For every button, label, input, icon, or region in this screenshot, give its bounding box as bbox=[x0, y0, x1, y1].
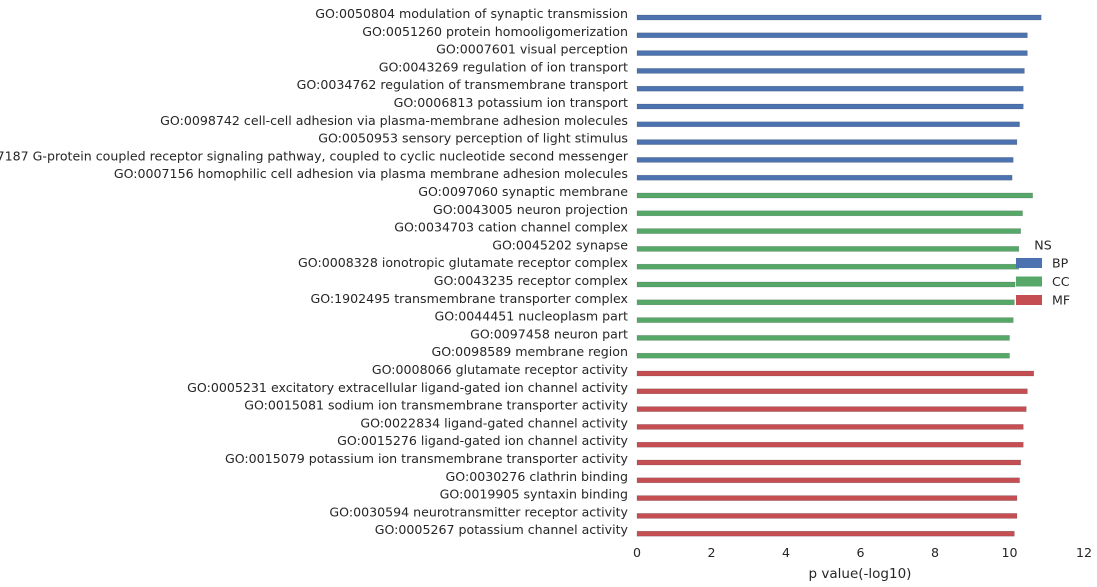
category-label: GO:0015079 potassium ion transmembrane t… bbox=[225, 451, 629, 466]
x-tick-label: 12 bbox=[1076, 545, 1092, 560]
bar-cc bbox=[636, 263, 1020, 270]
category-label: GO:0007601 visual perception bbox=[436, 42, 628, 57]
legend-swatch-cc bbox=[1016, 276, 1042, 287]
category-label: GO:0007156 homophilic cell adhesion via … bbox=[114, 166, 628, 181]
bar-bp bbox=[636, 103, 1024, 110]
bar-cc bbox=[636, 228, 1021, 234]
x-tick-label: 6 bbox=[856, 545, 864, 560]
x-tick-label: 8 bbox=[931, 545, 939, 560]
category-label: GO:0034762 regulation of transmembrane t… bbox=[297, 77, 628, 92]
bar-cc bbox=[636, 335, 1010, 341]
category-labels: GO:0050804 modulation of synaptic transm… bbox=[0, 6, 629, 537]
bar-mf bbox=[636, 388, 1028, 395]
bar-cc bbox=[636, 299, 1015, 306]
category-label: GO:0007187 G-protein coupled receptor si… bbox=[0, 148, 629, 163]
x-axis-ticks: 0 2 4 6 8 10 12 bbox=[633, 545, 1092, 560]
bar-bp bbox=[636, 85, 1024, 92]
x-tick-label: 10 bbox=[1001, 545, 1017, 560]
bar-mf bbox=[636, 370, 1034, 377]
category-label: GO:0050953 sensory perception of light s… bbox=[318, 131, 628, 146]
category-label: GO:0098589 membrane region bbox=[431, 344, 628, 359]
x-axis-label: p value(-log10) bbox=[809, 566, 912, 582]
category-label: GO:0043235 receptor complex bbox=[434, 273, 629, 288]
category-label: GO:0051260 protein homooligomerization bbox=[362, 24, 628, 39]
bar-cc bbox=[636, 281, 1016, 288]
bar-cc bbox=[636, 317, 1014, 323]
bar-cc bbox=[636, 352, 1010, 359]
bar-cc bbox=[636, 210, 1023, 217]
x-tick-label: 2 bbox=[707, 545, 715, 560]
category-label: GO:0022834 ligand-gated channel activity bbox=[360, 415, 628, 430]
bar-bp bbox=[636, 50, 1028, 56]
category-label: GO:0030276 clathrin binding bbox=[446, 469, 628, 484]
category-label: GO:0030594 neurotransmitter receptor act… bbox=[329, 504, 628, 519]
bar-bp bbox=[636, 14, 1042, 21]
bar-mf bbox=[636, 441, 1024, 448]
category-label: GO:0097060 synaptic membrane bbox=[418, 184, 628, 199]
legend-label-mf: MF bbox=[1052, 293, 1070, 308]
category-label: GO:0005267 potassium channel activity bbox=[375, 522, 629, 537]
bar-mf bbox=[636, 513, 1018, 519]
category-label: GO:0015081 sodium ion transmembrane tran… bbox=[244, 398, 628, 413]
legend-label-cc: CC bbox=[1052, 274, 1070, 289]
bar-bp bbox=[636, 121, 1020, 128]
bar-cc bbox=[636, 192, 1033, 199]
category-label: GO:0006813 potassium ion transport bbox=[394, 95, 628, 110]
bar-bp bbox=[636, 32, 1028, 39]
bar-bp bbox=[636, 139, 1018, 145]
bar-mf bbox=[636, 530, 1015, 537]
category-label: GO:0005231 excitatory extracellular liga… bbox=[187, 380, 628, 395]
category-label: GO:0098742 cell-cell adhesion via plasma… bbox=[160, 113, 628, 128]
bar-mf bbox=[636, 477, 1020, 484]
bar-bp bbox=[636, 68, 1025, 74]
bar-mf bbox=[636, 495, 1018, 501]
category-label: GO:0008066 glutamate receptor activity bbox=[372, 362, 629, 377]
bar-bp bbox=[636, 157, 1014, 163]
category-label: GO:0044451 nucleoplasm part bbox=[435, 309, 629, 324]
legend-swatch-bp bbox=[1016, 258, 1042, 268]
bar-bp bbox=[636, 174, 1013, 181]
category-label: GO:0015276 ligand-gated ion channel acti… bbox=[337, 433, 628, 448]
category-label: GO:0008328 ionotropic glutamate receptor… bbox=[298, 255, 628, 270]
category-label: GO:0045202 synapse bbox=[492, 237, 628, 252]
category-label: GO:1902495 transmembrane transporter com… bbox=[310, 291, 628, 306]
legend-label-bp: BP bbox=[1052, 256, 1069, 271]
bars-layer bbox=[636, 14, 1042, 537]
x-tick-label: 0 bbox=[633, 545, 641, 560]
bar-mf bbox=[636, 406, 1027, 412]
category-label: GO:0019905 syntaxin binding bbox=[440, 487, 628, 502]
category-label: GO:0043005 neuron projection bbox=[433, 202, 628, 217]
bar-mf bbox=[636, 459, 1021, 466]
category-label: GO:0043269 regulation of ion transport bbox=[379, 59, 628, 74]
legend-title: NS bbox=[1034, 238, 1051, 253]
category-label: GO:0097458 neuron part bbox=[470, 326, 628, 341]
bar-cc bbox=[636, 246, 1020, 252]
x-tick-label: 4 bbox=[782, 545, 790, 560]
category-label: GO:0034703 cation channel complex bbox=[394, 220, 628, 235]
category-label: GO:0050804 modulation of synaptic transm… bbox=[315, 6, 628, 21]
bar-mf bbox=[636, 424, 1024, 430]
legend-swatch-mf bbox=[1016, 295, 1042, 305]
